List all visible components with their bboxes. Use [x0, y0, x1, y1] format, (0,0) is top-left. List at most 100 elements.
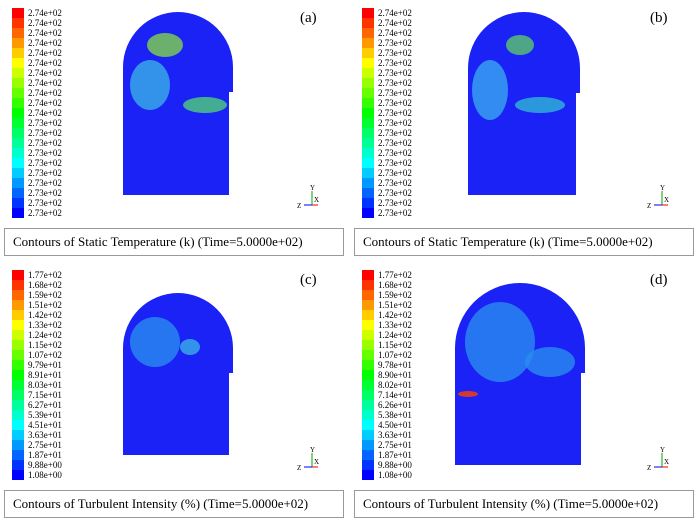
caption: Contours of Static Temperature (k) (Time…	[354, 228, 694, 256]
colorbar-cell	[362, 108, 374, 118]
colorbar-cell	[12, 310, 24, 320]
colorbar-cell	[362, 330, 374, 340]
colorbar-label: 2.73e+02	[378, 158, 412, 168]
colorbar-cell	[12, 380, 24, 390]
colorbar-label: 6.27e+01	[28, 400, 62, 410]
colorbar-label: 7.15e+01	[28, 390, 62, 400]
colorbar-cell	[12, 168, 24, 178]
domain-shape	[123, 293, 233, 455]
colorbar-label: 2.74e+02	[28, 48, 62, 58]
colorbar-cell	[362, 410, 374, 420]
colorbar-label: 2.74e+02	[28, 28, 62, 38]
axis-label: X	[314, 458, 319, 466]
colorbar-label: 9.79e+01	[28, 360, 62, 370]
axis-label: Y	[660, 446, 665, 454]
axis-label: X	[314, 196, 319, 204]
colorbar-label: 5.39e+01	[28, 410, 62, 420]
colorbar-label: 2.73e+02	[378, 208, 412, 218]
colorbar-label: 8.90e+01	[378, 370, 412, 380]
contour-region	[180, 339, 200, 355]
colorbar-cell	[362, 460, 374, 470]
colorbar-label: 9.88e+00	[378, 460, 412, 470]
colorbar-label: 2.73e+02	[378, 98, 412, 108]
colorbar-label: 7.14e+01	[378, 390, 412, 400]
domain-shape	[123, 12, 233, 195]
colorbar-cell	[362, 58, 374, 68]
contour-region	[458, 391, 478, 397]
colorbar-cell	[12, 18, 24, 28]
colorbar-cell	[362, 440, 374, 450]
colorbar-cell	[362, 28, 374, 38]
contour-region	[506, 35, 534, 55]
caption: Contours of Turbulent Intensity (%) (Tim…	[354, 490, 694, 518]
colorbar-label: 2.74e+02	[28, 78, 62, 88]
colorbar-cell	[12, 58, 24, 68]
colorbar-label: 1.07e+02	[378, 350, 412, 360]
colorbar-label: 1.77e+02	[28, 270, 62, 280]
colorbar-label: 1.15e+02	[28, 340, 62, 350]
colorbar-label: 2.74e+02	[378, 18, 412, 28]
axis-label: X	[664, 458, 669, 466]
colorbar-cell	[362, 18, 374, 28]
colorbar-label: 2.74e+02	[28, 108, 62, 118]
colorbar-cell	[12, 270, 24, 280]
panel-label: (c)	[300, 272, 317, 288]
colorbar-label: 2.73e+02	[378, 138, 412, 148]
colorbar-label: 2.74e+02	[28, 18, 62, 28]
colorbar-cell	[362, 360, 374, 370]
colorbar-label: 4.50e+01	[378, 420, 412, 430]
colorbar-label: 2.73e+02	[378, 178, 412, 188]
colorbar-label: 4.51e+01	[28, 420, 62, 430]
contour-region	[465, 302, 535, 382]
colorbar-cell	[362, 78, 374, 88]
colorbar-label: 2.73e+02	[28, 158, 62, 168]
colorbar-cell	[12, 340, 24, 350]
panel-label: (a)	[300, 10, 317, 26]
colorbar-label: 2.73e+02	[28, 118, 62, 128]
colorbar-cell	[12, 410, 24, 420]
colorbar-label: 2.73e+02	[28, 188, 62, 198]
contour-region	[130, 317, 180, 367]
colorbar-cell	[362, 310, 374, 320]
colorbar-cell	[362, 300, 374, 310]
colorbar-label: 2.75e+01	[378, 440, 412, 450]
contour-plot: 2.74e+022.74e+022.74e+022.74e+022.74e+02…	[12, 8, 319, 218]
contour-region	[183, 97, 227, 113]
colorbar-label: 2.73e+02	[378, 198, 412, 208]
colorbar-cell	[362, 270, 374, 280]
colorbar-cell	[362, 290, 374, 300]
colorbar-label: 2.73e+02	[378, 108, 412, 118]
colorbar-cell	[362, 280, 374, 290]
colorbar-label: 1.87e+01	[28, 450, 62, 460]
colorbar-label: 1.42e+02	[378, 310, 412, 320]
colorbar-cell	[362, 450, 374, 460]
colorbar-cell	[362, 168, 374, 178]
colorbar-label: 1.15e+02	[378, 340, 412, 350]
colorbar-label: 8.91e+01	[28, 370, 62, 380]
colorbar-label: 2.74e+02	[28, 98, 62, 108]
colorbar-cell	[12, 198, 24, 208]
colorbar-cell	[362, 38, 374, 48]
colorbar-label: 1.07e+02	[28, 350, 62, 360]
colorbar-cell	[12, 470, 24, 480]
colorbar-cell	[12, 460, 24, 470]
colorbar-label: 1.42e+02	[28, 310, 62, 320]
colorbar-label: 2.74e+02	[28, 88, 62, 98]
colorbar-cell	[12, 28, 24, 38]
colorbar-cell	[12, 290, 24, 300]
colorbar-cell	[12, 420, 24, 430]
colorbar-label: 9.88e+00	[28, 460, 62, 470]
colorbar-cell	[12, 280, 24, 290]
colorbar-label: 2.73e+02	[28, 128, 62, 138]
contour-region	[147, 33, 183, 57]
colorbar-cell	[12, 78, 24, 88]
contour-region	[472, 60, 508, 120]
colorbar-cell	[362, 68, 374, 78]
colorbar-cell	[362, 128, 374, 138]
colorbar-cell	[12, 330, 24, 340]
colorbar-cell	[362, 158, 374, 168]
colorbar-cell	[362, 380, 374, 390]
colorbar-cell	[12, 178, 24, 188]
colorbar-cell	[12, 430, 24, 440]
